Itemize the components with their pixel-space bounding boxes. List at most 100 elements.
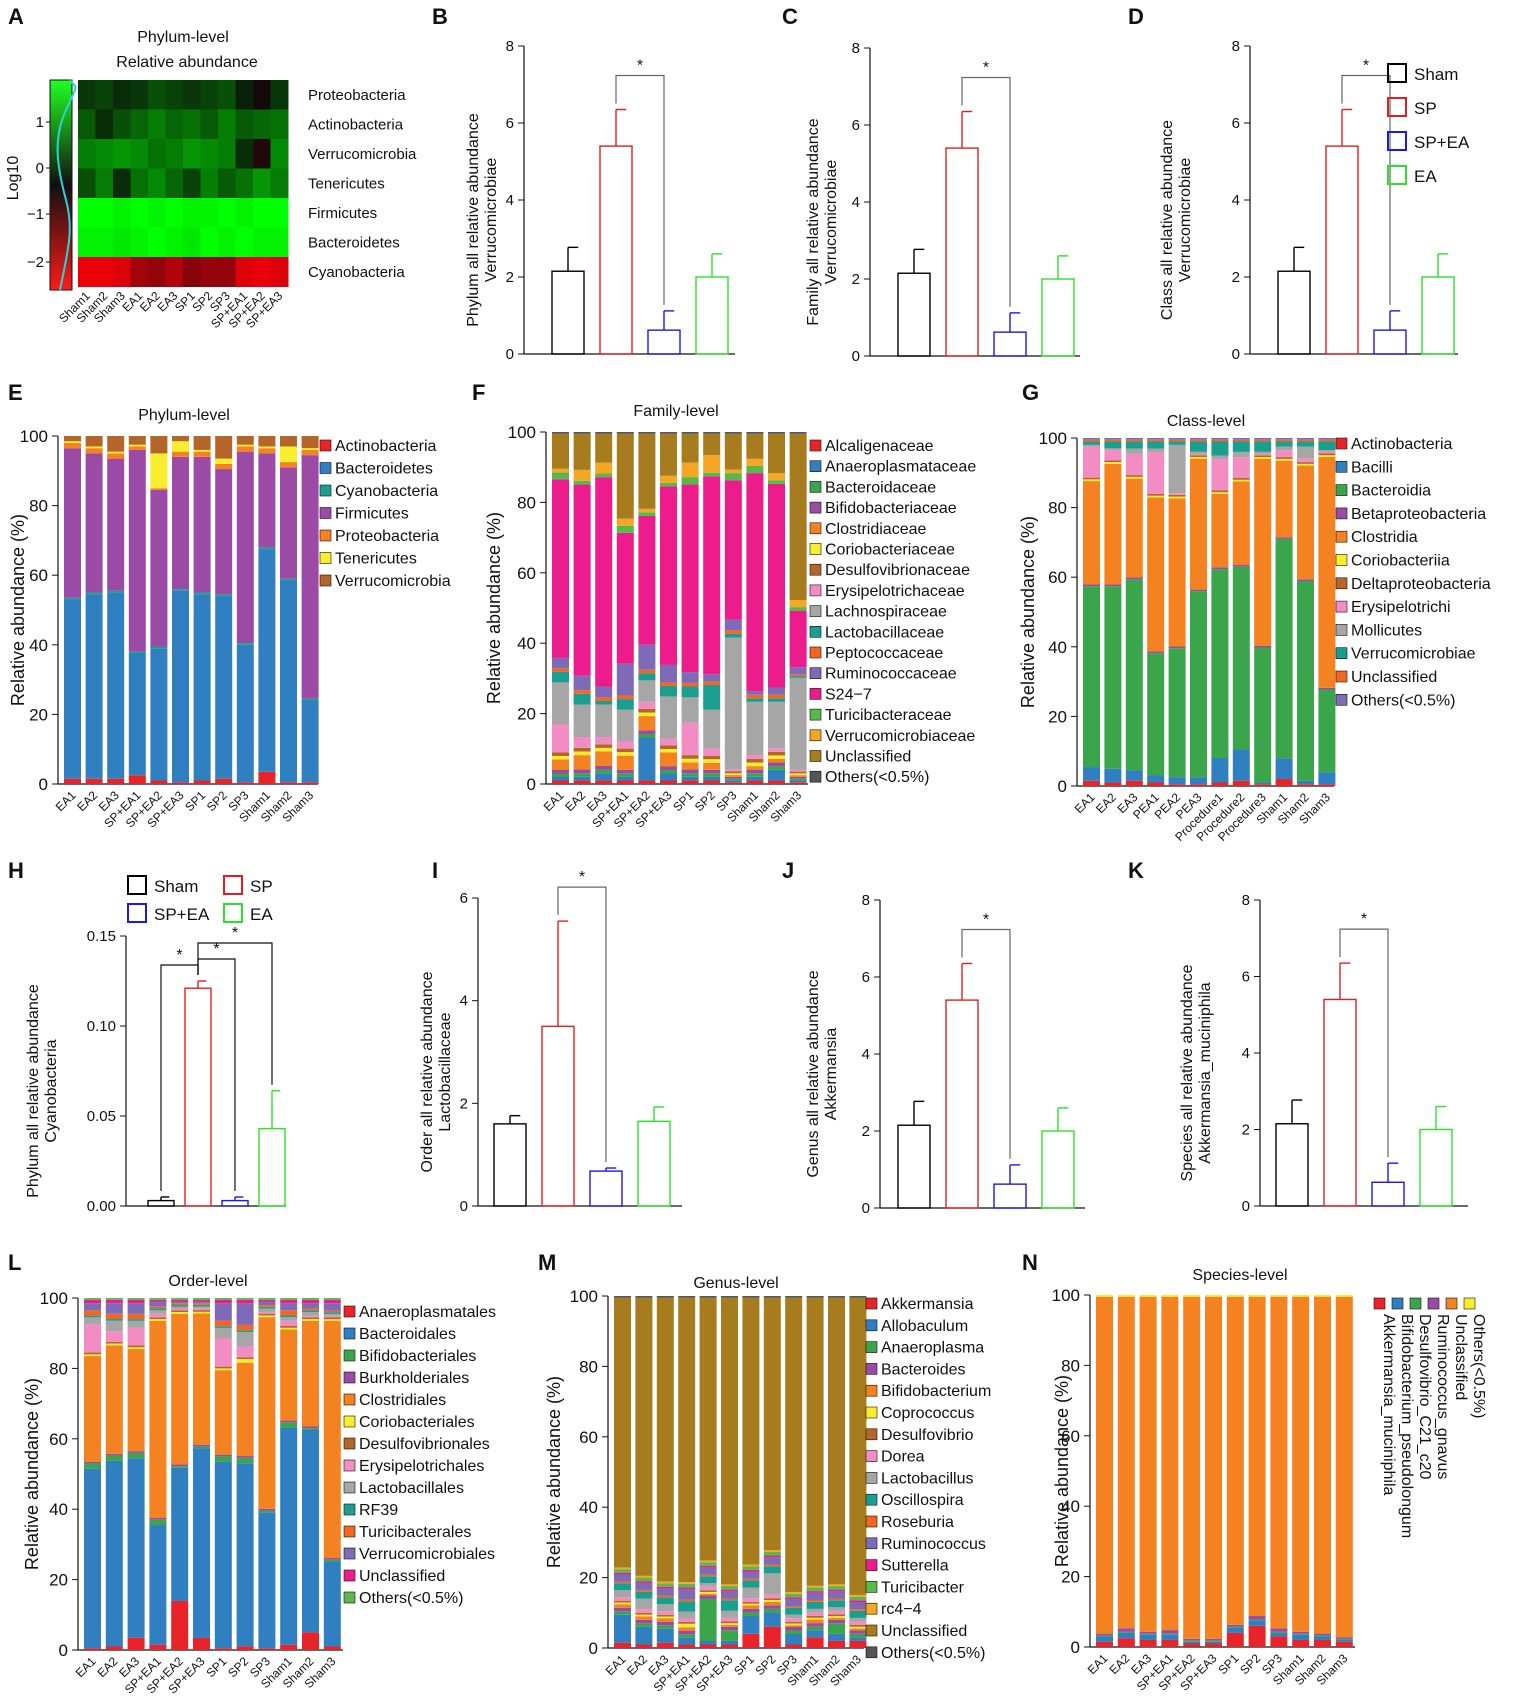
stack-segment (128, 449, 146, 652)
stack-segment (828, 1623, 845, 1634)
stack-segment (595, 747, 613, 752)
y-axis-sublabel: Verrucomicrobiae (1177, 158, 1194, 283)
y-tick-label: 20 (579, 1569, 598, 1588)
stack-segment (1248, 1619, 1266, 1621)
heatmap-cell (235, 257, 254, 287)
stack-segment (1096, 1641, 1113, 1647)
stack-segment (789, 674, 807, 677)
stack-segment (105, 1646, 123, 1650)
stack-segment (127, 1452, 145, 1459)
stack-segment (280, 1327, 298, 1330)
heatmap-cell (218, 139, 236, 169)
stack-segment (127, 1319, 145, 1321)
legend-swatch (343, 1459, 356, 1472)
y-tick-label: 0 (862, 1200, 870, 1217)
bar-sp (1323, 998, 1357, 1207)
stack-segment (849, 1626, 867, 1629)
stack-segment (214, 1456, 232, 1462)
stack-segment (127, 1347, 145, 1350)
bar-sp-ea (1373, 329, 1407, 355)
stack-segment (1318, 450, 1336, 452)
stack-segment (1314, 1295, 1331, 1297)
legend-swatch (865, 1515, 878, 1528)
stack-segment (656, 1581, 674, 1584)
stack-segment (638, 508, 656, 513)
stack-segment (789, 610, 807, 668)
stack-segment (789, 775, 807, 777)
stack-segment (1168, 646, 1186, 649)
y-tick-label: 8 (862, 892, 870, 909)
stack-segment (236, 782, 254, 784)
heatmap-cell (165, 198, 184, 228)
stack-segment (1335, 1296, 1353, 1638)
stack-segment (785, 1605, 803, 1608)
legend-label: Unclassified (881, 1623, 967, 1640)
stack-segment (280, 1320, 298, 1327)
stack-segment (1297, 439, 1314, 442)
stack-segment (1314, 1635, 1331, 1637)
stack-segment (301, 436, 319, 449)
stack-segment (785, 1623, 803, 1626)
stack-segment (616, 780, 634, 784)
stack-segment (1335, 1637, 1353, 1639)
stack-segment (849, 1630, 867, 1634)
stack-segment (614, 1581, 631, 1584)
stack-segment (681, 697, 699, 723)
legend-label: Desulfovibrio (881, 1427, 974, 1444)
stack-segment (1275, 457, 1293, 459)
legend-label: Bacilli (1351, 459, 1393, 476)
y-tick-label: 4 (852, 194, 860, 211)
stack-segment (746, 766, 764, 770)
stack-segment (1147, 448, 1165, 452)
stack-segment (1190, 589, 1207, 592)
y-axis-label: Class all relative abundance (1159, 120, 1176, 320)
stack-segment (301, 782, 319, 784)
heatmap-cell (130, 198, 149, 228)
legend-label: Coriobacteriia (1351, 553, 1450, 570)
y-tick-label: 60 (1061, 1427, 1080, 1446)
stack-segment (703, 780, 721, 784)
stack-segment (214, 1454, 232, 1457)
y-tick-label: 2 (1242, 1122, 1250, 1139)
legend-label: SP (250, 877, 273, 896)
heatmap-cell (218, 168, 236, 199)
stack-segment (724, 469, 742, 474)
stack-segment (681, 758, 699, 763)
x-tick-label: EA1 (541, 788, 567, 814)
stack-segment (280, 1317, 298, 1321)
stack-segment (742, 1571, 760, 1579)
y-axis-label: Relative abundance (%) (1052, 1375, 1072, 1567)
legend-label: SP+EA (1414, 133, 1470, 152)
legend-label: Anaeroplasmataceae (825, 459, 976, 476)
y-tick-label: 80 (579, 1357, 598, 1376)
stack-segment (1190, 456, 1207, 459)
stack-segment (638, 716, 656, 731)
stack-segment (724, 775, 742, 777)
stack-segment (1226, 1632, 1244, 1647)
stack-segment (768, 694, 785, 699)
y-tick-label: 40 (1048, 638, 1067, 657)
stack-segment (1226, 1624, 1244, 1627)
stack-segment (1254, 453, 1272, 456)
y-tick-label: 100 (570, 1287, 598, 1306)
stack-segment (616, 525, 634, 533)
stack-segment (724, 619, 742, 631)
stack-segment (660, 486, 677, 665)
stack-segment (1318, 784, 1336, 786)
bar-chart-i: 0 2 4 6 Order all relative abundance Lactobac… (419, 869, 682, 1215)
stack-segment (107, 592, 125, 779)
legend-swatch (865, 1450, 878, 1462)
stack-segment (1275, 460, 1293, 538)
stack-segment (828, 1616, 845, 1618)
heatmap-row-label: Tenericutes (308, 176, 385, 193)
stack-segment (1248, 1616, 1266, 1620)
stack-segment (193, 1304, 210, 1307)
stack-segment (595, 780, 613, 784)
stack-segment (171, 1303, 189, 1306)
y-axis-label: Relative abundance (%) (484, 512, 504, 704)
stack-segment (616, 741, 634, 749)
stack-segment (302, 1299, 319, 1304)
stack-segment (1104, 448, 1122, 451)
stack-segment (1205, 1640, 1222, 1642)
legend-swatch (865, 1319, 878, 1332)
